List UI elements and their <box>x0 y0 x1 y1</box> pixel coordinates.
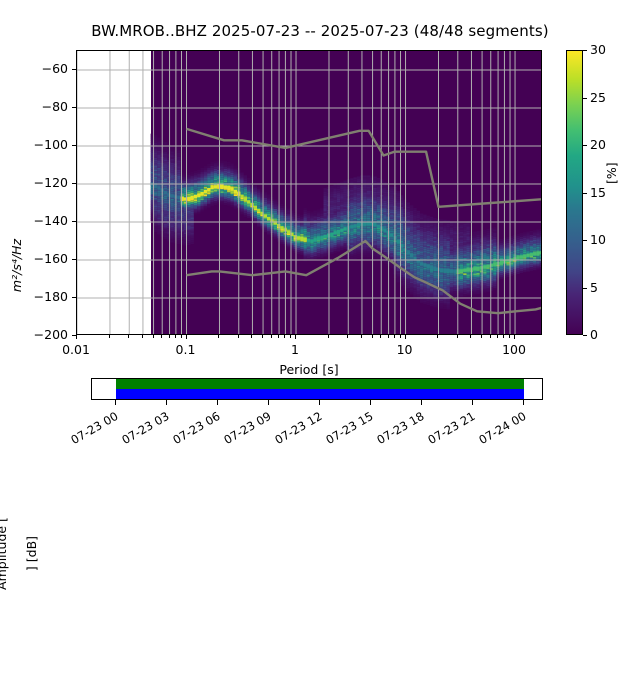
x-tick-mark <box>404 335 406 339</box>
timeline-tick-mark <box>166 400 167 405</box>
colorbar-tick-mark <box>583 97 587 99</box>
y-tick-mark <box>72 297 76 298</box>
colorbar-label: [%] <box>604 162 619 184</box>
x-tick-mark <box>497 335 499 338</box>
x-tick-mark <box>327 335 329 338</box>
colorbar-tick-label: 0 <box>590 327 598 342</box>
colorbar-tick-mark <box>583 145 587 146</box>
x-tick-mark <box>347 335 349 338</box>
colorbar-tick-mark <box>583 192 587 194</box>
x-tick-mark <box>489 335 491 338</box>
x-tick-mark <box>360 335 362 338</box>
x-tick-mark <box>141 335 143 338</box>
x-tick-mark <box>437 335 439 338</box>
timeline-coverage-band <box>116 389 524 399</box>
page-title: BW.MROB..BHZ 2025-07-23 -- 2025-07-23 (4… <box>91 22 549 40</box>
x-tick-mark <box>278 335 280 338</box>
x-tick-mark <box>503 335 505 338</box>
y-tick-label: −60 <box>41 61 68 76</box>
timeline-tick-mark <box>370 400 371 405</box>
ppsd-histogram-and-noise-models <box>77 51 541 334</box>
timeline-tick-mark <box>319 400 320 405</box>
timeline-data-band <box>116 379 524 389</box>
x-tick-mark <box>514 335 516 339</box>
colorbar-tick-label: 10 <box>590 232 606 247</box>
x-tick-mark <box>295 335 297 339</box>
x-tick-mark <box>399 335 401 338</box>
colorbar-tick-mark <box>583 287 587 289</box>
x-tick-mark <box>393 335 395 338</box>
x-tick-mark <box>290 335 291 338</box>
y-tick-label: −180 <box>33 289 68 304</box>
x-tick-mark <box>470 335 472 338</box>
y-tick-label: −200 <box>33 327 68 342</box>
x-tick-mark <box>76 335 77 339</box>
y-tick-mark <box>72 145 76 146</box>
y-tick-mark <box>72 335 76 336</box>
x-tick-mark <box>380 335 382 338</box>
x-tick-mark <box>251 335 253 338</box>
y-axis-label-math: m²/s⁴/Hz <box>9 238 24 293</box>
y-tick-label: −120 <box>33 175 68 190</box>
x-tick-mark <box>128 335 130 338</box>
x-tick-label: 1 <box>291 342 299 357</box>
y-tick-mark <box>72 69 76 70</box>
x-tick-mark <box>481 335 483 338</box>
timeline-tick-mark <box>268 400 269 405</box>
timeline-tick-mark <box>115 400 116 405</box>
y-tick-mark <box>72 183 76 184</box>
x-tick-mark <box>185 335 187 339</box>
x-tick-mark <box>161 335 163 338</box>
colorbar-tick-mark <box>583 335 587 336</box>
x-axis-label: Period [s] <box>279 362 339 377</box>
y-tick-mark <box>72 107 76 108</box>
x-tick-mark <box>108 335 110 338</box>
x-tick-mark <box>456 335 458 338</box>
x-tick-label: 10 <box>396 342 413 357</box>
x-tick-mark <box>168 335 170 338</box>
x-tick-mark <box>237 335 239 338</box>
y-tick-label: −100 <box>33 137 68 152</box>
colorbar-tick-label: 15 <box>590 184 606 200</box>
x-tick-label: 0.1 <box>175 342 196 357</box>
x-tick-mark <box>218 335 220 338</box>
x-tick-mark <box>174 335 176 338</box>
timeline-tick-mark <box>217 400 218 405</box>
x-tick-mark <box>270 335 272 338</box>
y-tick-label: −80 <box>41 99 68 114</box>
x-tick-mark <box>387 335 389 338</box>
colorbar-tick-mark <box>583 50 587 51</box>
x-tick-mark <box>152 335 154 338</box>
y-axis-label-pre: Amplitude [ <box>0 517 9 590</box>
x-tick-mark <box>180 335 182 338</box>
x-tick-mark <box>284 335 286 338</box>
x-tick-mark <box>371 335 373 338</box>
colorbar[interactable] <box>566 50 583 335</box>
colorbar-tick-label: 20 <box>590 137 606 152</box>
colorbar-tick-label: 30 <box>590 42 606 57</box>
timeline-tick-mark <box>421 400 422 405</box>
y-tick-label: −140 <box>33 213 68 228</box>
colorbar-tick-mark <box>583 240 587 241</box>
data-coverage-timeline[interactable] <box>91 378 543 400</box>
x-tick-mark <box>262 335 264 338</box>
timeline-tick-mark <box>523 400 524 405</box>
timeline-tick-mark <box>472 400 473 405</box>
x-tick-mark <box>509 335 511 338</box>
ppsd-plot-canvas <box>77 51 541 334</box>
y-axis-label: Amplitude [m²/s⁴/Hz] [dB] <box>0 0 39 590</box>
x-tick-label: 0.01 <box>62 342 90 357</box>
ppsd-plot-axes[interactable] <box>76 50 542 335</box>
y-tick-mark <box>72 221 76 222</box>
y-tick-mark <box>72 259 76 260</box>
colorbar-tick-label: 25 <box>590 89 606 105</box>
x-tick-label: 100 <box>502 342 526 357</box>
y-tick-label: −160 <box>33 251 68 266</box>
colorbar-tick-label: 5 <box>590 279 598 295</box>
